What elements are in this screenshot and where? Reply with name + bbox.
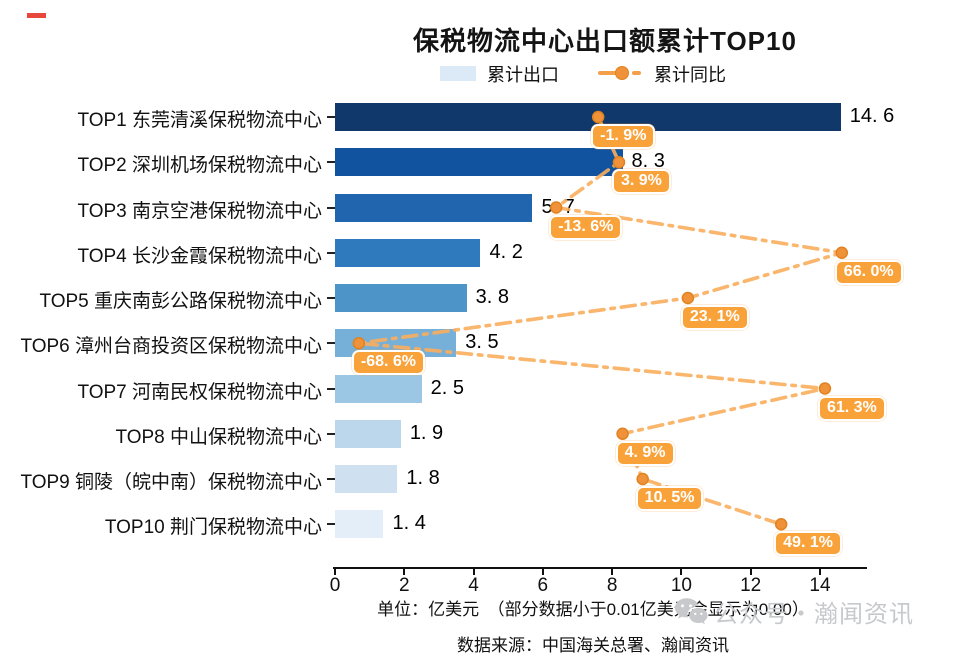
category-label: TOP9 铜陵（皖中南）保税物流中心 — [20, 472, 322, 493]
x-tick-label: 14 — [809, 575, 831, 596]
category-label: TOP4 长沙金霞保税物流中心 — [77, 245, 322, 267]
bar — [335, 284, 467, 312]
line-marker — [835, 246, 849, 259]
bar — [335, 465, 398, 493]
x-tick-label: 12 — [740, 575, 762, 596]
category-label: TOP3 南京空港保税物流中心 — [77, 200, 322, 222]
pct-label: 10. 5% — [635, 486, 704, 511]
yoy-line — [358, 115, 843, 527]
y-axis-tick — [327, 161, 335, 164]
bar-value-label: 14. 6 — [849, 105, 895, 127]
category-label: TOP5 重庆南彭公路保税物流中心 — [39, 291, 322, 312]
x-tick-label: 10 — [670, 575, 692, 596]
y-axis-tick — [327, 251, 335, 254]
wechat-icon — [674, 598, 708, 625]
line-marker — [818, 382, 832, 395]
bar-value-label: 4. 2 — [489, 240, 523, 263]
pct-label: 4. 9% — [615, 440, 675, 466]
y-axis-tick — [327, 297, 335, 299]
watermark: 公众号・瀚闻资讯 — [674, 594, 914, 629]
pct-label: -68. 6% — [351, 350, 425, 376]
line-marker — [636, 472, 649, 486]
pct-label: 61. 3% — [817, 395, 886, 421]
bar — [335, 148, 623, 177]
legend-bar-label: 累计出口 — [487, 65, 559, 85]
bar-value-label: 3. 8 — [475, 286, 509, 308]
x-axis-tick — [818, 569, 821, 575]
pct-label: 23. 1% — [680, 305, 749, 330]
legend-line-icon — [598, 66, 641, 80]
x-axis-tick — [611, 569, 614, 575]
pct-label: 3. 9% — [611, 169, 671, 195]
x-tick-label: 4 — [468, 575, 479, 596]
x-axis-tick — [403, 569, 406, 575]
x-axis-tick — [334, 569, 336, 575]
legend-line-label: 累计同比 — [654, 65, 726, 85]
x-axis-tick — [749, 569, 752, 575]
x-tick-label: 2 — [398, 575, 410, 596]
x-tick-label: 6 — [537, 575, 549, 596]
category-label: TOP6 漳州台商投资区保税物流中心 — [20, 336, 322, 358]
chart-title: 保税物流中心出口额累计TOP10 — [413, 26, 797, 56]
y-axis-tick — [327, 523, 335, 526]
pct-label: 66. 0% — [834, 259, 903, 285]
pct-label: -1. 9% — [591, 124, 656, 149]
y-axis-tick — [327, 478, 335, 480]
bar — [335, 103, 841, 131]
legend-bar-swatch — [440, 66, 476, 81]
category-label: TOP7 河南民权保税物流中心 — [77, 381, 322, 403]
y-axis-tick — [327, 342, 335, 345]
line-marker — [681, 291, 695, 305]
data-source: 数据来源：中国海关总署、瀚闻资讯 — [457, 636, 729, 655]
bar — [335, 374, 422, 403]
bar-value-label: 1. 9 — [409, 421, 444, 444]
category-label: TOP2 深圳机场保税物流中心 — [77, 155, 322, 177]
category-label: TOP1 东莞清溪保税物流中心 — [77, 110, 322, 131]
bar — [335, 419, 401, 448]
x-axis-tick — [472, 569, 475, 575]
x-axis-tick — [680, 569, 683, 575]
pct-label: -13. 6% — [549, 214, 623, 240]
bar — [335, 193, 533, 222]
bar-value-label: 1. 8 — [406, 467, 440, 489]
y-axis-tick — [327, 432, 335, 435]
bar — [335, 510, 384, 539]
y-axis-tick — [327, 206, 335, 209]
bar-value-label: 1. 4 — [392, 512, 426, 535]
y-axis-tick — [327, 387, 335, 390]
category-label: TOP8 中山保税物流中心 — [115, 426, 322, 448]
x-tick-label: 8 — [606, 575, 618, 596]
x-axis-tick — [541, 569, 544, 575]
red-accent-dash — [27, 13, 46, 18]
bar-value-label: 3. 5 — [465, 331, 499, 354]
watermark-text: 公众号・瀚闻资讯 — [714, 601, 914, 628]
x-tick-label: 0 — [329, 575, 341, 596]
line-marker — [774, 518, 788, 531]
category-label: TOP10 荆门保税物流中心 — [104, 517, 322, 539]
pct-label: 49. 1% — [774, 531, 842, 557]
line-marker — [616, 427, 629, 440]
y-axis-tick — [327, 116, 335, 118]
bar — [335, 238, 481, 267]
bar-value-label: 2. 5 — [430, 376, 464, 399]
x-axis-line — [333, 567, 867, 569]
